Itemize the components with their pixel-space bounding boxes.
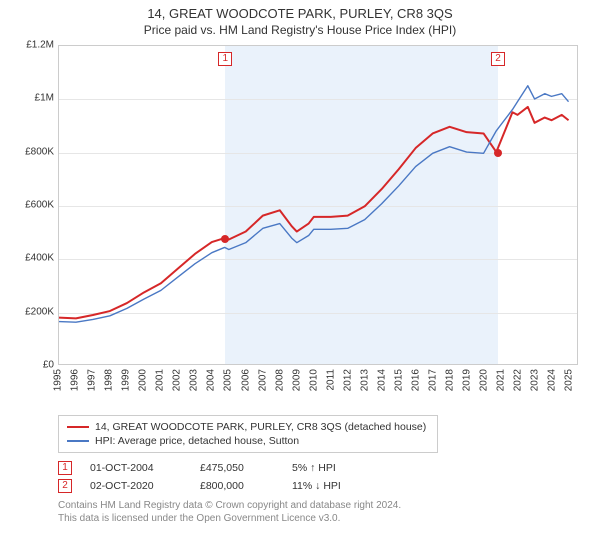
x-tick-label: 2020 bbox=[479, 369, 490, 391]
event-flag: 1 bbox=[58, 461, 72, 475]
x-tick-label: 2016 bbox=[411, 369, 422, 391]
plot-area: 12 bbox=[58, 45, 578, 365]
legend-label: HPI: Average price, detached house, Sutt… bbox=[95, 435, 299, 447]
footer-attribution: Contains HM Land Registry data © Crown c… bbox=[58, 499, 590, 525]
sale-marker-flag: 2 bbox=[491, 52, 505, 66]
y-tick-label: £600K bbox=[25, 200, 54, 211]
y-tick-label: £1.2M bbox=[26, 40, 54, 51]
x-tick-label: 2014 bbox=[376, 369, 387, 391]
event-date: 01-OCT-2004 bbox=[90, 462, 182, 474]
x-tick-label: 2009 bbox=[291, 369, 302, 391]
x-tick-label: 2007 bbox=[257, 369, 268, 391]
footer-line-1: Contains HM Land Registry data © Crown c… bbox=[58, 499, 590, 512]
x-tick-label: 2021 bbox=[496, 369, 507, 391]
x-tick-label: 1997 bbox=[87, 369, 98, 391]
legend-swatch bbox=[67, 426, 89, 428]
x-axis: 1995199619971998199920002001200220032004… bbox=[58, 365, 578, 411]
x-tick-label: 1995 bbox=[53, 369, 64, 391]
y-tick-label: £1M bbox=[35, 93, 54, 104]
x-tick-label: 2022 bbox=[513, 369, 524, 391]
y-axis: £0£200K£400K£600K£800K£1M£1.2M bbox=[10, 45, 56, 365]
line-chart-svg bbox=[59, 46, 577, 364]
x-tick-label: 2023 bbox=[530, 369, 541, 391]
x-tick-label: 2013 bbox=[359, 369, 370, 391]
x-tick-label: 2008 bbox=[274, 369, 285, 391]
x-tick-label: 1998 bbox=[104, 369, 115, 391]
legend: 14, GREAT WOODCOTE PARK, PURLEY, CR8 3QS… bbox=[58, 415, 438, 453]
chart-title-address: 14, GREAT WOODCOTE PARK, PURLEY, CR8 3QS bbox=[10, 6, 590, 21]
legend-item: HPI: Average price, detached house, Sutt… bbox=[67, 434, 429, 448]
x-tick-label: 2015 bbox=[393, 369, 404, 391]
chart-area: £0£200K£400K£600K£800K£1M£1.2M 12 199519… bbox=[10, 41, 590, 411]
event-date: 02-OCT-2020 bbox=[90, 480, 182, 492]
legend-swatch bbox=[67, 440, 89, 442]
y-tick-label: £800K bbox=[25, 146, 54, 157]
title-block: 14, GREAT WOODCOTE PARK, PURLEY, CR8 3QS… bbox=[10, 6, 590, 37]
event-flag: 2 bbox=[58, 479, 72, 493]
x-tick-label: 2002 bbox=[172, 369, 183, 391]
x-tick-label: 1999 bbox=[121, 369, 132, 391]
event-row: 1 01-OCT-2004 £475,050 5% ↑ HPI bbox=[58, 459, 590, 477]
x-tick-label: 2012 bbox=[342, 369, 353, 391]
event-list: 1 01-OCT-2004 £475,050 5% ↑ HPI 2 02-OCT-2020… bbox=[58, 459, 590, 495]
y-tick-label: £400K bbox=[25, 253, 54, 264]
event-row: 2 02-OCT-2020 £800,000 11% ↓ HPI bbox=[58, 477, 590, 495]
x-tick-label: 2019 bbox=[462, 369, 473, 391]
series-hpi bbox=[59, 86, 569, 322]
sale-marker-dot bbox=[494, 149, 502, 157]
x-tick-label: 2025 bbox=[564, 369, 575, 391]
legend-item: 14, GREAT WOODCOTE PARK, PURLEY, CR8 3QS… bbox=[67, 420, 429, 434]
chart-subtitle: Price paid vs. HM Land Registry's House … bbox=[10, 23, 590, 37]
x-tick-label: 2003 bbox=[189, 369, 200, 391]
sale-marker-flag: 1 bbox=[218, 52, 232, 66]
footer-line-2: This data is licensed under the Open Gov… bbox=[58, 512, 590, 525]
sale-marker-dot bbox=[221, 235, 229, 243]
x-tick-label: 2010 bbox=[308, 369, 319, 391]
x-tick-label: 2005 bbox=[223, 369, 234, 391]
x-tick-label: 2001 bbox=[155, 369, 166, 391]
x-tick-label: 2017 bbox=[428, 369, 439, 391]
x-tick-label: 2018 bbox=[445, 369, 456, 391]
x-tick-label: 2000 bbox=[138, 369, 149, 391]
x-tick-label: 2004 bbox=[206, 369, 217, 391]
event-price: £800,000 bbox=[200, 480, 274, 492]
x-tick-label: 1996 bbox=[70, 369, 81, 391]
x-tick-label: 2006 bbox=[240, 369, 251, 391]
x-tick-label: 2024 bbox=[547, 369, 558, 391]
y-tick-label: £200K bbox=[25, 306, 54, 317]
x-tick-label: 2011 bbox=[325, 369, 336, 391]
event-price: £475,050 bbox=[200, 462, 274, 474]
chart-container: 14, GREAT WOODCOTE PARK, PURLEY, CR8 3QS… bbox=[0, 0, 600, 560]
legend-label: 14, GREAT WOODCOTE PARK, PURLEY, CR8 3QS… bbox=[95, 421, 426, 433]
event-diff-vs-hpi: 11% ↓ HPI bbox=[292, 480, 590, 492]
event-diff-vs-hpi: 5% ↑ HPI bbox=[292, 462, 590, 474]
